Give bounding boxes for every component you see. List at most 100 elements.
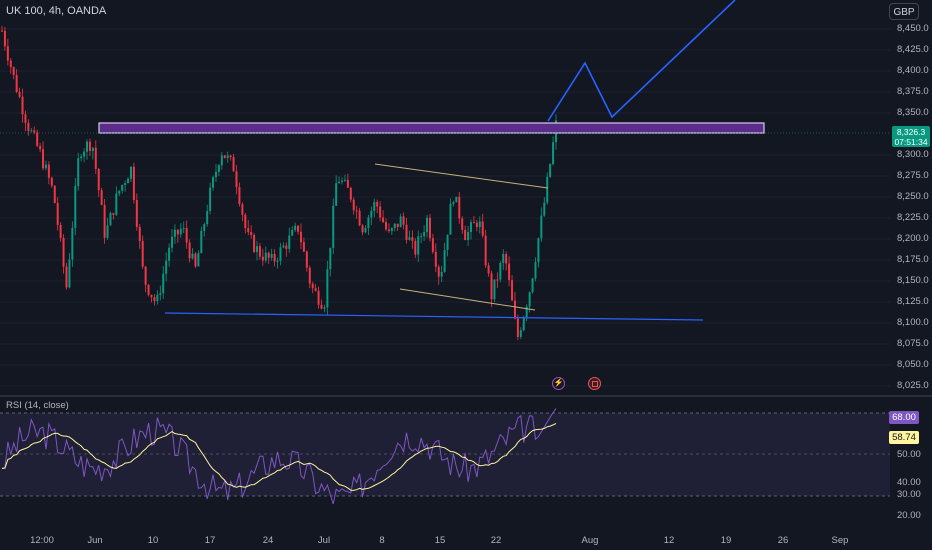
candle-body: [452, 202, 455, 204]
candle-body: [478, 221, 481, 228]
candle-body: [56, 202, 59, 225]
candle-body: [302, 242, 305, 252]
projection-path[interactable]: [547, 0, 736, 122]
candle-body: [305, 251, 308, 268]
candle-body: [355, 210, 358, 212]
time-tick: 19: [720, 535, 732, 546]
resistance-zone[interactable]: [98, 122, 765, 134]
candle-body: [408, 237, 411, 240]
price-tick: 8,400.0: [897, 65, 929, 76]
price-tick: 8,025.0: [897, 380, 929, 391]
bolt-icon[interactable]: ⚡: [552, 377, 565, 390]
candle-body: [531, 278, 534, 293]
candle-body: [341, 180, 344, 182]
rsi-title: RSI (14, close): [6, 400, 69, 411]
candle-body: [220, 155, 223, 166]
price-chart[interactable]: [0, 0, 890, 395]
candle-body: [472, 222, 475, 224]
candle-body: [129, 166, 132, 179]
candle-body: [71, 227, 74, 260]
candle-body: [426, 217, 429, 233]
candle-body: [384, 222, 387, 230]
candle-body: [74, 185, 77, 228]
candle-body: [335, 183, 338, 206]
symbol-title: UK 100, 4h, OANDA: [6, 5, 107, 17]
candle-body: [39, 145, 42, 150]
flag-icon[interactable]: [588, 377, 601, 390]
candle-body: [437, 266, 440, 277]
time-tick: 12: [663, 535, 675, 546]
candle-body: [1, 30, 3, 32]
candle-body: [455, 196, 458, 203]
time-tick: 12:00: [30, 535, 54, 546]
candle-body: [367, 217, 370, 228]
candle-body: [484, 235, 487, 266]
candle-body: [197, 253, 200, 267]
candle-body: [270, 253, 273, 258]
price-tick: 8,050.0: [897, 359, 929, 370]
candle-body: [159, 293, 162, 295]
price-tick: 8,175.0: [897, 254, 929, 265]
pane-divider[interactable]: [0, 395, 932, 397]
candle-body: [212, 177, 215, 188]
candle-body: [36, 132, 39, 146]
candle-body: [121, 184, 124, 191]
candle-body: [97, 168, 100, 191]
time-tick: 15: [434, 535, 446, 546]
candle-body: [229, 155, 232, 158]
candle-body: [238, 187, 241, 205]
rsi-tick: 40.00: [897, 477, 921, 488]
candle-body: [387, 229, 390, 232]
candle-body: [522, 317, 525, 331]
candle-body: [502, 254, 505, 263]
candle-body: [235, 171, 238, 188]
candle-body: [276, 260, 279, 262]
candle-body: [320, 304, 323, 309]
candle-body: [282, 245, 285, 248]
candle-body: [232, 157, 235, 172]
price-grid: [0, 28, 890, 387]
candle-body: [417, 236, 420, 255]
rsi-line: [1, 408, 557, 505]
time-tick: 26: [777, 535, 789, 546]
channel-upper-line[interactable]: [374, 163, 549, 189]
candle-body: [203, 224, 206, 231]
candle-body: [65, 266, 68, 288]
candle-body: [537, 238, 540, 263]
candle-body: [364, 227, 367, 233]
candle-body: [464, 229, 467, 241]
currency-button[interactable]: GBP: [889, 3, 919, 20]
time-tick: Aug: [581, 535, 599, 546]
channel-lower-line[interactable]: [399, 288, 536, 311]
candle-body: [326, 269, 329, 308]
candle-body: [314, 288, 317, 291]
candle-body: [83, 151, 86, 157]
candle-body: [329, 247, 332, 270]
candle-body: [431, 238, 434, 252]
candle-body: [94, 147, 97, 169]
candle-body: [288, 235, 291, 249]
price-tick: 8,300.0: [897, 149, 929, 160]
candle-body: [399, 216, 402, 228]
candle-body: [434, 251, 437, 267]
candle-body: [481, 221, 484, 236]
candle-body: [379, 206, 382, 218]
price-tick: 8,425.0: [897, 44, 929, 55]
candle-body: [402, 216, 405, 225]
candle-body: [273, 253, 276, 262]
candle-body: [513, 300, 516, 319]
rsi-chart[interactable]: [0, 395, 890, 530]
rsi-tick: 50.00: [897, 449, 921, 460]
time-tick: 10: [147, 535, 159, 546]
candle-body: [42, 149, 45, 169]
price-tick: 8,100.0: [897, 317, 929, 328]
candle-body: [516, 318, 519, 337]
candle-body: [423, 232, 426, 237]
support-trendline[interactable]: [164, 312, 704, 321]
price-tick: 8,275.0: [897, 170, 929, 181]
candle-body: [176, 229, 179, 235]
candle-body: [223, 155, 226, 159]
candle-body: [446, 234, 449, 251]
candle-body: [50, 177, 53, 186]
candle-body: [511, 280, 514, 301]
